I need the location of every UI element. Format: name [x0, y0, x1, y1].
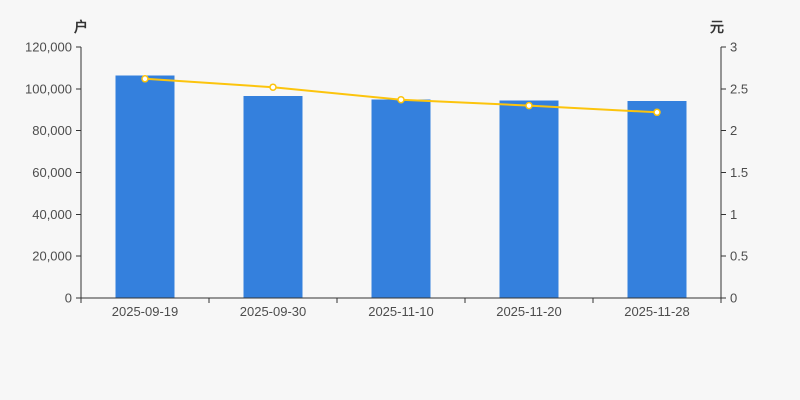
- line-marker-2025-11-20: [525, 101, 533, 110]
- left-axis-tick-label: 0: [65, 291, 72, 306]
- line-marker-2025-11-28: [653, 108, 661, 117]
- left-axis-tick-label: 80,000: [32, 123, 72, 138]
- right-axis-unit-label: 元: [710, 19, 724, 35]
- x-axis-category-label: 2025-11-28: [624, 304, 690, 319]
- line-marker-2025-11-10: [397, 95, 405, 104]
- left-axis-unit-label: 户: [74, 19, 88, 35]
- right-axis-tick-label: 0.5: [730, 249, 748, 264]
- right-axis-tick-label: 2: [730, 123, 737, 138]
- bar-2025-11-28: [627, 101, 687, 298]
- x-axis-category-label: 2025-11-10: [368, 304, 434, 319]
- right-axis-tick-label: 1.5: [730, 165, 748, 180]
- bar-2025-09-30: [243, 95, 303, 299]
- left-axis-tick-label: 60,000: [32, 165, 72, 180]
- line-marker-2025-09-19: [141, 75, 149, 83]
- x-axis-category-label: 2025-09-19: [112, 304, 179, 319]
- right-axis-tick-label: 1: [730, 207, 737, 222]
- left-axis-tick-label: 100,000: [25, 81, 72, 96]
- bar-2025-09-19: [115, 75, 175, 299]
- bar-2025-11-10: [371, 99, 431, 298]
- x-axis-category-label: 2025-11-20: [496, 304, 562, 319]
- left-axis-tick-label: 120,000: [25, 40, 72, 55]
- line-marker-2025-09-30: [269, 83, 277, 91]
- right-axis-tick-label: 2.5: [730, 81, 748, 96]
- right-axis-tick-label: 0: [730, 291, 737, 306]
- left-axis-tick-label: 20,000: [32, 249, 72, 264]
- right-axis-tick-label: 3: [730, 40, 737, 55]
- x-axis-category-label: 2025-09-30: [240, 304, 307, 319]
- bar-2025-11-20: [499, 100, 559, 298]
- left-axis-tick-label: 40,000: [32, 207, 72, 222]
